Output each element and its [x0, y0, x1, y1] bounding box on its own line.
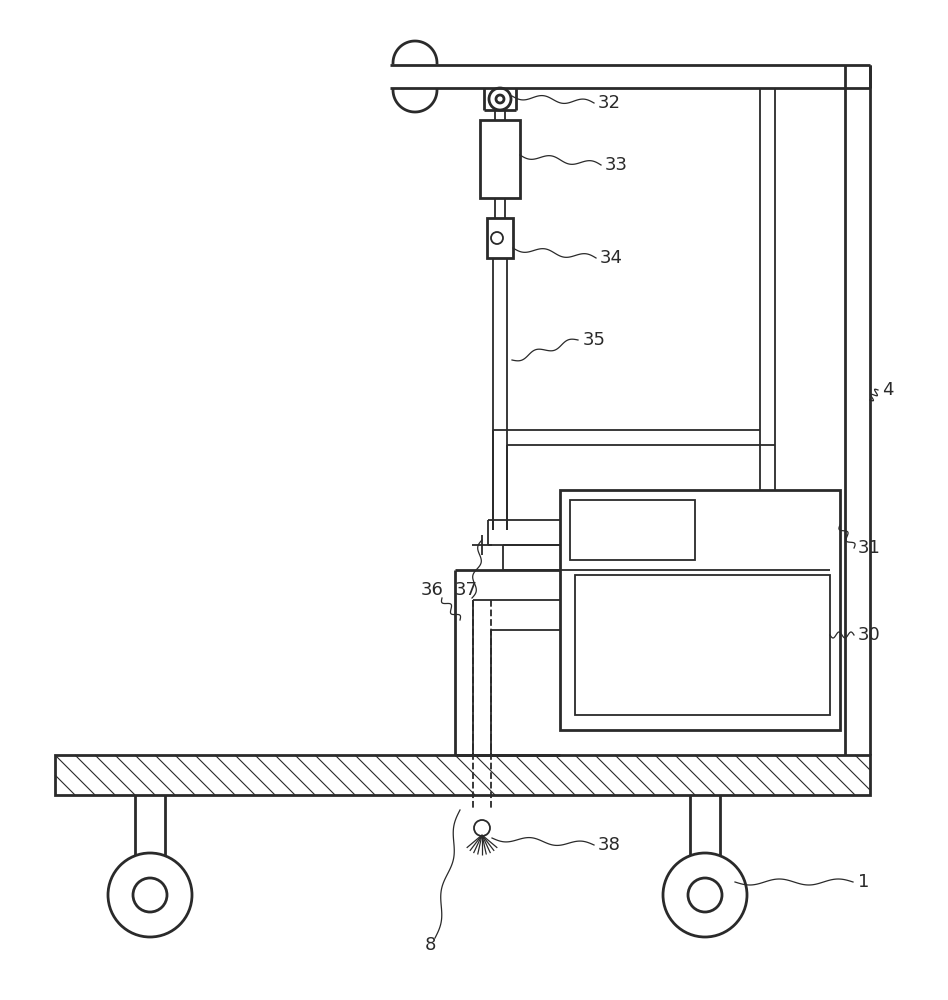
- Text: 8: 8: [425, 936, 436, 954]
- Text: 31: 31: [858, 539, 881, 557]
- Text: 30: 30: [858, 626, 881, 644]
- Bar: [55, 755, 870, 795]
- Text: 4: 4: [882, 381, 894, 399]
- Text: 36: 36: [421, 581, 444, 599]
- Bar: [487, 218, 513, 258]
- Text: 34: 34: [600, 249, 623, 267]
- Circle shape: [489, 88, 511, 110]
- Text: 38: 38: [598, 836, 621, 854]
- Text: 35: 35: [583, 331, 606, 349]
- Circle shape: [491, 232, 503, 244]
- Bar: [480, 120, 520, 198]
- Text: 32: 32: [598, 94, 621, 112]
- Text: 37: 37: [454, 581, 478, 599]
- Text: 1: 1: [858, 873, 869, 891]
- Bar: [575, 575, 830, 715]
- Bar: [570, 500, 695, 560]
- Bar: [560, 490, 840, 730]
- Text: 33: 33: [605, 156, 628, 174]
